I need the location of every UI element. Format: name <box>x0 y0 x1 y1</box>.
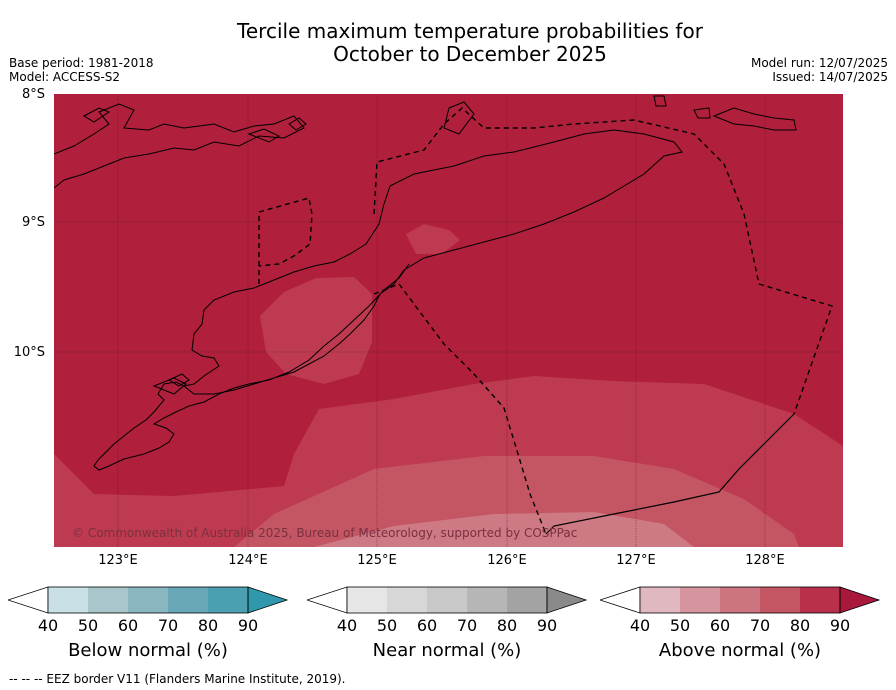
tick: 80 <box>197 616 219 635</box>
colorbar-near-normal <box>307 586 588 614</box>
title-line-1: Tercile maximum temperature probabilitie… <box>237 19 703 43</box>
tick: 80 <box>789 616 811 635</box>
tick: 80 <box>496 616 518 635</box>
patch-above-70-80-east <box>406 224 460 254</box>
tick: 70 <box>456 616 478 635</box>
tick: 50 <box>376 616 398 635</box>
tick: 90 <box>237 616 259 635</box>
lon-label-124e: 124°E <box>228 553 268 568</box>
issued-date: Issued: 14/07/2025 <box>772 70 888 84</box>
tick: 60 <box>416 616 438 635</box>
chart-title: Tercile maximum temperature probabilitie… <box>0 20 896 66</box>
colorbar-below-label: Below normal (%) <box>68 640 228 661</box>
graticule <box>54 94 843 547</box>
colorbar-below-normal <box>8 586 289 614</box>
lon-label-125e: 125°E <box>357 553 397 568</box>
meta-left: Base period: 1981-2018 Model: ACCESS-S2 <box>9 56 154 84</box>
title-line-2: October to December 2025 <box>333 42 607 66</box>
eez-borders <box>258 107 833 535</box>
lon-label-127e: 127°E <box>616 553 656 568</box>
patch-above-70-80-west <box>260 277 372 384</box>
meta-right: Model run: 12/07/2025 Issued: 14/07/2025 <box>751 56 888 84</box>
tick: 50 <box>77 616 99 635</box>
coastlines <box>54 95 797 471</box>
base-period: Base period: 1981-2018 <box>9 56 154 70</box>
tick: 70 <box>157 616 179 635</box>
tick: 40 <box>37 616 59 635</box>
lat-label-9s: 9°S <box>21 215 45 230</box>
model-run: Model run: 12/07/2025 <box>750 56 888 70</box>
tick: 60 <box>709 616 731 635</box>
tick: 40 <box>629 616 651 635</box>
band-above-50-60 <box>314 512 694 547</box>
tick: 60 <box>117 616 139 635</box>
colorbar-above-label: Above normal (%) <box>658 640 822 661</box>
eez-solid-border <box>545 413 795 535</box>
colorbar-near-label: Near normal (%) <box>372 640 522 661</box>
lon-label-126e: 126°E <box>487 553 527 568</box>
model-name: Model: ACCESS-S2 <box>9 70 121 84</box>
tick: 90 <box>829 616 851 635</box>
footer-eez-note: -- -- -- EEZ border V11 (Flanders Marine… <box>9 672 346 686</box>
probability-map: © Commonwealth of Australia 2025, Bureau… <box>54 94 843 547</box>
lon-label-128e: 128°E <box>745 553 785 568</box>
colorbar-above-normal <box>600 586 881 614</box>
tick: 50 <box>669 616 691 635</box>
lon-label-123e: 123°E <box>98 553 138 568</box>
tick: 70 <box>749 616 771 635</box>
map-copyright: © Commonwealth of Australia 2025, Bureau… <box>72 526 577 540</box>
tick: 90 <box>536 616 558 635</box>
tick: 40 <box>336 616 358 635</box>
lat-label-8s: 8°S <box>21 87 45 102</box>
lat-label-10s: 10°S <box>13 345 45 360</box>
